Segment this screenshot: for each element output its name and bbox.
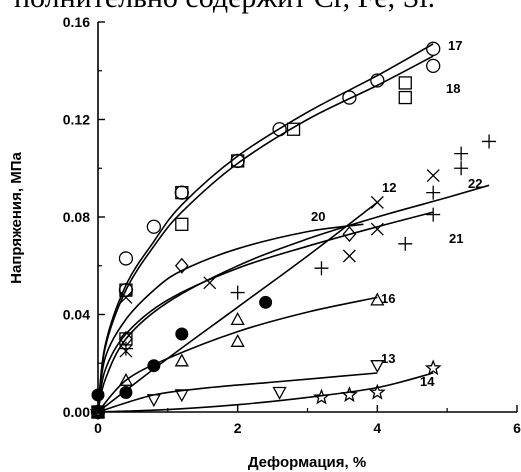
marker-star: [89, 403, 107, 420]
data-markers: [89, 41, 497, 420]
curve-label-13: 13: [381, 351, 395, 366]
marker-x: [342, 249, 356, 263]
marker-triangle-down: [370, 360, 385, 374]
marker-circle: [174, 185, 189, 200]
marker-plus: [118, 341, 133, 356]
x-tick-label: 4: [373, 420, 381, 436]
marker-x: [203, 276, 217, 290]
x-tick-label: 6: [513, 420, 521, 436]
curve-label-17: 17: [448, 38, 462, 53]
curve-label-21: 21: [449, 231, 463, 246]
marker-star: [313, 388, 330, 405]
fit-curve-12: [97, 201, 378, 413]
marker-star: [341, 386, 358, 403]
marker-plus: [230, 285, 245, 300]
fit-curve-20: [97, 223, 364, 413]
marker-plus: [426, 207, 441, 222]
marker-plus: [398, 236, 413, 251]
curve-label-14: 14: [420, 374, 435, 389]
marker-square: [175, 217, 189, 231]
marker-plus: [454, 161, 469, 176]
fit-curve-18: [97, 55, 434, 413]
marker-circle: [146, 219, 162, 234]
y-tick-label: 0.12: [63, 112, 90, 128]
marker-triangle-down: [272, 386, 287, 400]
marker-triangle-down: [174, 389, 189, 403]
axes: 0.00 0.04 0.08 0.12 0.16 0 2 4 6: [63, 14, 521, 436]
marker-square: [398, 76, 412, 90]
x-axis-title: Деформация, %: [248, 454, 366, 471]
marker-triangle-up: [370, 292, 385, 306]
fit-curves: [97, 43, 490, 413]
curve-label-20: 20: [311, 209, 325, 224]
marker-x: [119, 290, 133, 304]
fit-curve-21: [97, 211, 434, 413]
fit-curve-17: [97, 43, 434, 413]
marker-triangle-up: [174, 353, 189, 367]
marker-triangle-down: [146, 394, 161, 408]
x-tick-label: 2: [234, 420, 242, 436]
y-tick-label: 0.08: [63, 209, 90, 225]
top-text-fragment: полнительно содержит Cr, Fe, Si.: [0, 0, 521, 18]
marker-x: [370, 222, 384, 236]
marker-diamond: [174, 257, 189, 274]
curve-label-22: 22: [468, 176, 482, 191]
marker-filled-circle: [147, 359, 161, 373]
curve-label-18: 18: [446, 81, 460, 96]
marker-filled-circle: [259, 295, 273, 309]
curve-label-16: 16: [381, 291, 395, 306]
marker-triangle-up: [230, 312, 245, 326]
y-tick-label: 0.00: [63, 404, 90, 420]
marker-filled-circle: [175, 327, 189, 341]
marker-circle: [342, 90, 357, 105]
marker-triangle-up: [230, 333, 245, 347]
marker-diamond: [342, 226, 357, 243]
marker-filled-circle: [119, 386, 133, 399]
fit-curve-16: [97, 296, 378, 413]
marker-star: [368, 383, 386, 400]
curve-labels: 17 18 12 20 22 21 16 13 14: [311, 38, 482, 389]
marker-filled-circle: [91, 388, 105, 402]
marker-x: [370, 195, 384, 209]
marker-plus: [482, 134, 497, 149]
marker-square: [286, 122, 301, 136]
marker-x: [426, 169, 440, 183]
marker-circle: [370, 73, 385, 88]
marker-plus: [426, 185, 441, 200]
marker-square: [119, 283, 133, 297]
fit-curve-14: [97, 372, 434, 413]
marker-triangle-up: [118, 372, 134, 386]
marker-star: [424, 359, 442, 376]
marker-circle: [426, 41, 441, 56]
marker-circle: [272, 122, 287, 137]
marker-plus: [454, 146, 469, 161]
y-axis-title: Напряжения, МПа: [8, 151, 25, 283]
marker-square: [175, 185, 189, 200]
y-tick-label: 0.16: [63, 14, 90, 30]
fit-curve-22: [97, 184, 490, 413]
marker-square: [231, 154, 245, 168]
marker-square: [398, 90, 412, 105]
marker-circle: [426, 58, 441, 74]
marker-plus: [314, 261, 329, 276]
y-tick-label: 0.04: [63, 307, 90, 323]
curve-label-12: 12: [382, 180, 396, 195]
x-tick-label: 0: [94, 420, 102, 436]
marker-circle: [118, 251, 134, 266]
